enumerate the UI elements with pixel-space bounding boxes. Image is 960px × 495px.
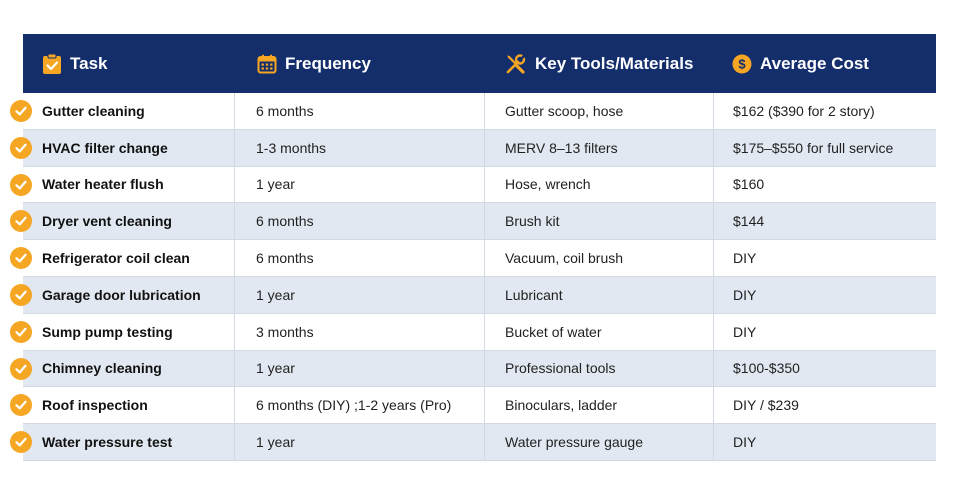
header-tools-label: Key Tools/Materials [535, 53, 694, 73]
header-cost-label: Average Cost [760, 53, 869, 73]
checkmark-circle-icon [10, 210, 32, 233]
table-header: Task Frequency [23, 34, 936, 93]
cell-tools: Brush kit [485, 203, 714, 240]
table-row: HVAC filter change 1-3 months MERV 8–13 fi… [10, 129, 936, 167]
table-row: Sump pump testing 3 months Bucket of water… [10, 313, 936, 351]
cell-frequency: 6 months [235, 93, 485, 129]
wrench-screwdriver-icon [505, 53, 527, 75]
cell-frequency: 6 months [235, 203, 485, 240]
cell-frequency: 1 year [235, 350, 485, 387]
table-row: Gutter cleaning 6 months Gutter scoop, hos… [10, 93, 936, 130]
cell-tools: Binoculars, ladder [485, 387, 714, 424]
cell-task: Refrigerator coil clean [23, 240, 235, 276]
header-cost: $ Average Cost [714, 54, 936, 74]
checkmark-circle-icon [10, 136, 32, 159]
header-frequency-label: Frequency [285, 53, 371, 73]
header-tools: Key Tools/Materials [485, 53, 714, 75]
cell-tools: Hose, wrench [485, 166, 714, 203]
table-row: Water pressure test 1 year Water pressure … [10, 424, 936, 461]
cell-task: Chimney cleaning [23, 350, 235, 387]
table-row: Garage door lubrication 1 year Lubricant DI… [10, 276, 936, 314]
maintenance-table: Task Frequency [10, 34, 936, 461]
table-row: Water heater flush 1 year Hose, wrench $160 [10, 166, 936, 204]
cell-frequency: 6 months (DIY) ;1-2 years (Pro) [235, 387, 485, 424]
table-row: Roof inspection 6 months (DIY) ;1-2 years… [10, 387, 936, 425]
svg-text:$: $ [738, 56, 746, 71]
checkmark-circle-icon [10, 357, 32, 380]
cell-tools: Vacuum, coil brush [485, 240, 714, 276]
cell-cost: $175–$550 for full service [733, 139, 894, 156]
cell-task: Sump pump testing [23, 313, 235, 350]
cell-frequency: 3 months [235, 313, 485, 350]
checkmark-circle-icon [10, 100, 32, 122]
cell-cost: DIY [733, 323, 757, 340]
cell-cost: $100-$350 [733, 360, 800, 377]
cell-frequency: 6 months [235, 240, 485, 276]
cell-cost: DIY / $239 [733, 397, 799, 414]
cell-cost: $144 [733, 213, 765, 230]
cell-cost: DIY [733, 286, 757, 303]
cell-cost: DIY [733, 434, 757, 451]
cell-task: Garage door lubrication [23, 276, 235, 313]
cell-task: Water pressure test [23, 424, 235, 460]
table-row: Refrigerator coil clean 6 months Vacuum, c… [10, 240, 936, 277]
clipboard-check-icon [42, 53, 62, 75]
cell-frequency: 1-3 months [235, 129, 485, 166]
cell-cost: $160 [733, 176, 765, 193]
checkmark-circle-icon [10, 283, 32, 306]
cell-frequency: 1 year [235, 276, 485, 313]
cell-cost: DIY [733, 250, 757, 267]
cell-tools: Gutter scoop, hose [485, 93, 714, 129]
cell-cost: $162 ($390 for 2 story) [733, 102, 875, 119]
dollar-coin-icon: $ [732, 54, 752, 74]
header-task: Task [23, 53, 235, 75]
cell-frequency: 1 year [235, 424, 485, 460]
cell-task: HVAC filter change [23, 129, 235, 166]
cell-tools: MERV 8–13 filters [485, 129, 714, 166]
table-row: Chimney cleaning 1 year Professional tools… [10, 350, 936, 388]
cell-tools: Bucket of water [485, 313, 714, 350]
cell-task: Dryer vent cleaning [23, 203, 235, 240]
checkmark-circle-icon [10, 431, 32, 454]
cell-task: Gutter cleaning [23, 93, 235, 129]
cell-frequency: 1 year [235, 166, 485, 203]
cell-task: Roof inspection [23, 387, 235, 424]
checkmark-circle-icon [10, 394, 32, 417]
cell-tools: Professional tools [485, 350, 714, 387]
checkmark-circle-icon [10, 320, 32, 343]
cell-tools: Lubricant [485, 276, 714, 313]
table-row: Dryer vent cleaning 6 months Brush kit $144 [10, 203, 936, 241]
checkmark-circle-icon [10, 173, 32, 196]
table-body: Gutter cleaning 6 months Gutter scoop, hos… [10, 93, 936, 461]
calendar-icon [257, 54, 277, 74]
cell-tools: Water pressure gauge [485, 424, 714, 460]
header-frequency: Frequency [235, 54, 485, 74]
checkmark-circle-icon [10, 247, 32, 270]
header-task-label: Task [70, 53, 108, 73]
cell-task: Water heater flush [23, 166, 235, 203]
